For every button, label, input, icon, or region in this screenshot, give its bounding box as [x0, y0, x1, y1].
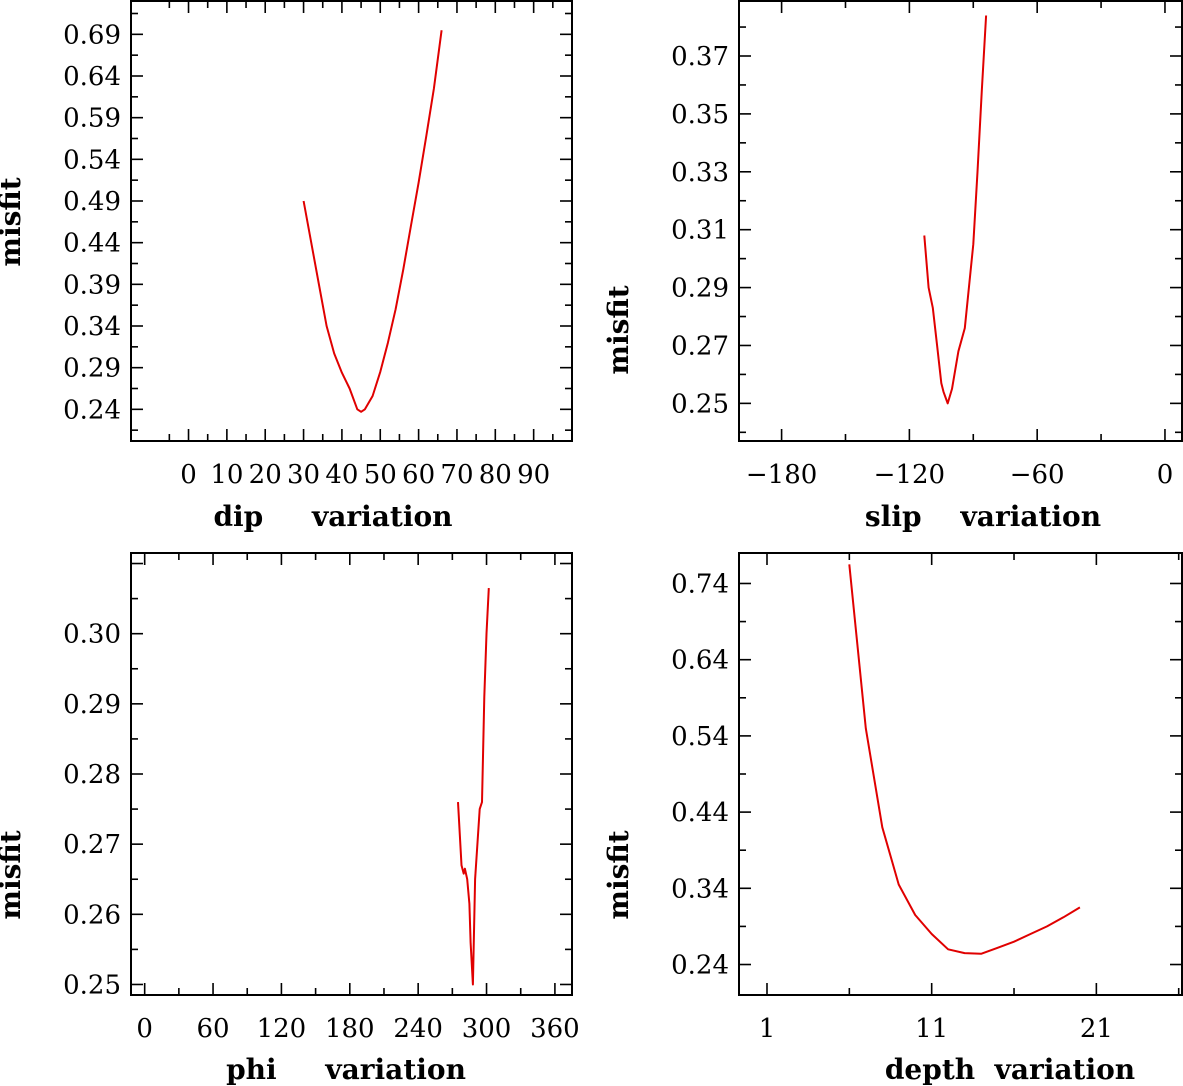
- slip-x-tick-label: −60: [1010, 460, 1065, 490]
- phi-y-tick-label: 0.30: [63, 620, 121, 650]
- slip-y-tick-label: 0.27: [671, 331, 729, 361]
- dip-y-tick-label: 0.24: [63, 395, 121, 425]
- dip-x-tick-label: 0: [180, 460, 197, 490]
- dip-x-axis-title: dip variation: [213, 500, 452, 533]
- depth-y-axis-title: misfit: [602, 830, 635, 919]
- phi-y-tick-label: 0.25: [63, 970, 121, 1000]
- slip-y-axis-title: misfit: [602, 285, 635, 374]
- dip-x-tick-label: 50: [364, 460, 397, 490]
- dip-misfit-curve: [302, 30, 443, 413]
- dip-x-tick-label: 80: [479, 460, 512, 490]
- depth-y-tick-label: 0.24: [671, 951, 729, 981]
- depth-x-tick-label: 21: [1080, 1014, 1113, 1044]
- phi-plot-frame: [130, 552, 573, 996]
- phi-misfit-curve: [457, 588, 490, 986]
- slip-y-tick-label: 0.33: [671, 158, 729, 188]
- slip-misfit-curve: [923, 15, 988, 405]
- dip-y-tick-label: 0.39: [63, 270, 121, 300]
- phi-x-tick-label: 300: [462, 1014, 512, 1044]
- depth-x-axis-title: depth variation: [885, 1053, 1135, 1086]
- phi-x-tick-label: 360: [530, 1014, 580, 1044]
- phi-x-tick-label: 180: [325, 1014, 375, 1044]
- dip-x-tick-label: 30: [287, 460, 320, 490]
- dip-x-tick-label: 90: [517, 460, 550, 490]
- dip-x-tick-label: 20: [249, 460, 282, 490]
- depth-x-tick-label: 11: [915, 1014, 948, 1044]
- dip-y-tick-label: 0.49: [63, 187, 121, 217]
- slip-x-axis-title: slip variation: [865, 500, 1101, 533]
- depth-plot-frame: [738, 552, 1183, 996]
- phi-x-tick-label: 60: [196, 1014, 229, 1044]
- depth-y-tick-label: 0.44: [671, 798, 729, 828]
- slip-x-tick-label: 0: [1157, 460, 1174, 490]
- dip-x-tick-label: 40: [325, 460, 358, 490]
- phi-y-tick-label: 0.27: [63, 830, 121, 860]
- dip-y-tick-label: 0.29: [63, 354, 121, 384]
- dip-y-tick-label: 0.34: [63, 312, 121, 342]
- depth-y-tick-label: 0.74: [671, 569, 729, 599]
- slip-plot-frame: [738, 0, 1183, 442]
- dip-x-tick-label: 70: [440, 460, 473, 490]
- phi-y-axis-title: misfit: [0, 830, 27, 919]
- dip-plot-frame: [130, 0, 573, 442]
- depth-y-tick-label: 0.64: [671, 646, 729, 676]
- phi-x-tick-label: 240: [393, 1014, 443, 1044]
- slip-variation-panel: −180 −120 −60 0 0.25 0.27 0.29 0.31 0.33 0.35 0.37…: [602, 0, 1183, 533]
- slip-x-tick-label: −180: [746, 460, 817, 490]
- phi-y-tick-label: 0.29: [63, 690, 121, 720]
- dip-y-tick-label: 0.69: [63, 20, 121, 50]
- dip-y-tick-label: 0.44: [63, 229, 121, 259]
- phi-variation-panel: 0 60 120 180 240 300 360 0.25 0.26 0.27 0.28 0.29 0.…: [0, 552, 580, 1086]
- depth-x-tick-label: 1: [759, 1014, 776, 1044]
- phi-y-tick-label: 0.28: [63, 760, 121, 790]
- dip-variation-panel: 0 10 20 30 40 50 60 70 80 90 0.24 0.29 0.34 0.39 0.44 0…: [0, 0, 573, 533]
- phi-x-tick-label: 0: [136, 1014, 153, 1044]
- depth-y-tick-label: 0.34: [671, 874, 729, 904]
- depth-misfit-curve: [848, 564, 1081, 955]
- slip-y-tick-label: 0.29: [671, 274, 729, 304]
- dip-x-tick-label: 60: [402, 460, 435, 490]
- slip-y-tick-label: 0.31: [671, 216, 729, 246]
- slip-x-tick-label: −120: [874, 460, 945, 490]
- phi-y-tick-label: 0.26: [63, 900, 121, 930]
- depth-y-tick-label: 0.54: [671, 722, 729, 752]
- dip-y-tick-label: 0.59: [63, 104, 121, 134]
- dip-y-tick-label: 0.64: [63, 62, 121, 92]
- slip-y-tick-label: 0.35: [671, 100, 729, 130]
- dip-y-axis-title: misfit: [0, 177, 27, 266]
- slip-y-tick-label: 0.25: [671, 389, 729, 419]
- slip-y-tick-label: 0.37: [671, 42, 729, 72]
- dip-y-tick-label: 0.54: [63, 145, 121, 175]
- phi-x-tick-label: 120: [257, 1014, 307, 1044]
- phi-x-axis-title: phi variation: [226, 1053, 466, 1086]
- dip-x-tick-label: 10: [210, 460, 243, 490]
